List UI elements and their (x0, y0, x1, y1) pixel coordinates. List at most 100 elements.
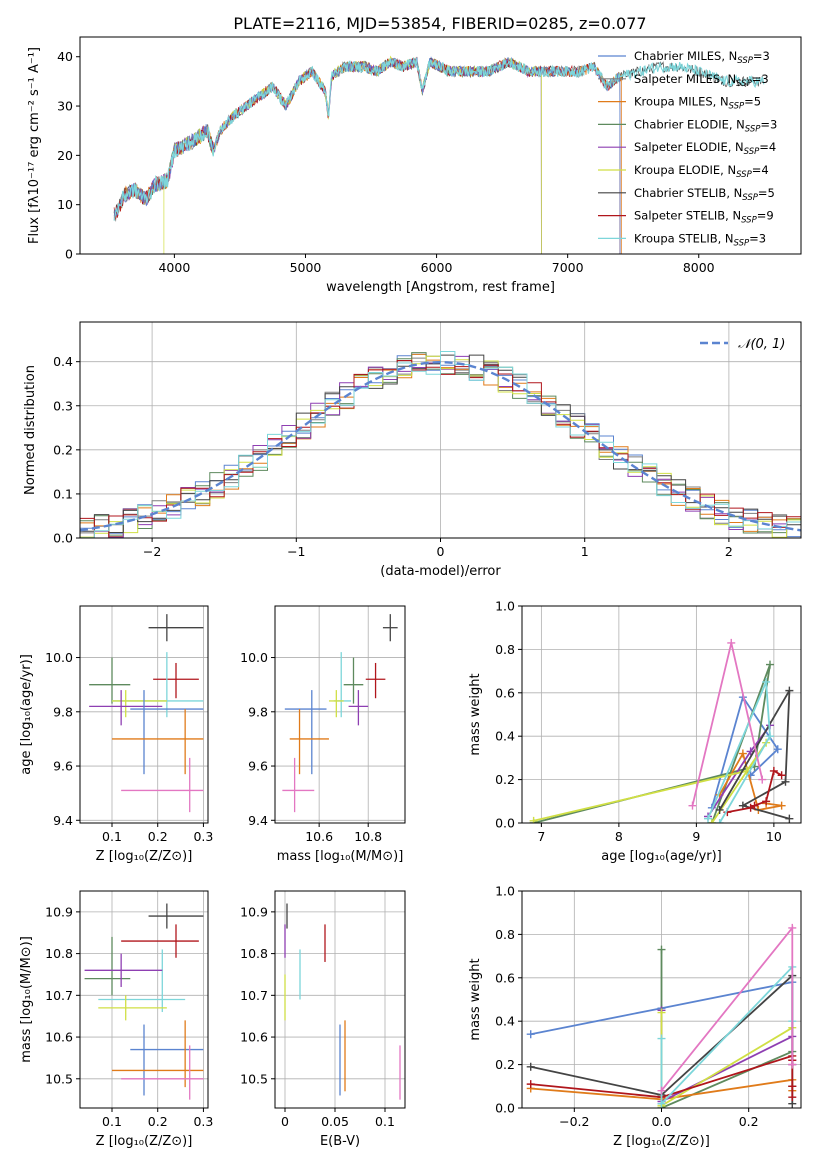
weight-marker (707, 819, 716, 823)
axes-residuals: −2 −1 0 1 2 0.0 0.1 0.2 0.3 0.4 (data-model)/error… (23, 321, 802, 579)
y-tick-label: 0.2 (495, 1057, 515, 1072)
x-tick-label: 8000 (683, 260, 715, 275)
weight-marker (762, 797, 771, 806)
x-tick-label: 0.2 (739, 1114, 759, 1129)
axes-frame (79, 36, 802, 255)
errorbars (84, 903, 204, 1100)
weight-marker (704, 814, 712, 823)
spectrum-lines (113, 55, 765, 254)
y-axis-label: mass weight (468, 673, 483, 755)
y-axis-label: mass [log₁₀(M/M⊙)] (19, 936, 34, 1063)
spectrum-series-line (163, 55, 542, 254)
y-tick-label: 0.8 (495, 642, 515, 657)
y-tick-label: 10.8 (240, 946, 268, 961)
y-tick-label: 9.6 (248, 759, 268, 774)
legend-label: Salpeter ELODIE, NSSP=4 (634, 140, 776, 157)
weight-marker (762, 677, 771, 686)
y-tick-label: 10.0 (240, 650, 268, 665)
y-tick-label: 0.6 (495, 685, 515, 700)
x-tick-label: 0.3 (193, 1114, 213, 1129)
weight-marker (738, 801, 747, 810)
spectrum-series-line (113, 57, 765, 221)
weight-marker (529, 816, 538, 823)
y-tick-label: 10.5 (45, 1071, 73, 1086)
weight-marker (738, 749, 747, 758)
x-axis-label: wavelength [Angstrom, rest frame] (326, 280, 555, 295)
y-tick-label: 0.0 (495, 816, 515, 831)
weight-marker (727, 638, 736, 647)
weight-marker (715, 819, 724, 823)
spectrum-series-line (113, 56, 621, 254)
weight-marker (766, 660, 774, 669)
x-tick-label: 1 (581, 544, 589, 559)
x-axis-label: Z [log₁₀(Z/Z⊙)] (96, 1134, 193, 1149)
y-tick-label: 0.6 (495, 970, 515, 985)
y-tick-label: 0.1 (53, 486, 73, 501)
axes-frame (274, 890, 406, 1109)
y-tick-label: 9.4 (248, 813, 268, 828)
weight-marker (715, 805, 724, 814)
weight-series-line (707, 681, 771, 823)
y-axis-label: mass weight (468, 958, 483, 1040)
spectrum-series-line (113, 57, 621, 254)
x-tick-label: −1 (287, 544, 305, 559)
weight-marker (657, 1008, 666, 1017)
y-tick-label: 30 (57, 99, 73, 114)
weight-marker (657, 1034, 666, 1043)
axes-frame (274, 605, 406, 824)
spectrum-series-line (113, 57, 622, 254)
weight-series-line (660, 1010, 794, 1103)
x-tick-label: 10.6 (305, 829, 333, 844)
y-tick-label: 10 (57, 197, 73, 212)
x-axis-label: Z [log₁₀(Z/Z⊙)] (96, 849, 193, 864)
y-tick-label: 10.6 (45, 1030, 73, 1045)
x-tick-label: 0.1 (102, 829, 122, 844)
y-tick-label: 0.0 (495, 1101, 515, 1116)
x-tick-label: 0.2 (148, 829, 168, 844)
y-tick-label: 0.2 (53, 442, 73, 457)
legend-label: Chabrier STELIB, NSSP=5 (634, 186, 775, 203)
weight-marker (657, 945, 666, 954)
errorbars (284, 903, 401, 1100)
legend-label: Kroupa STELIB, NSSP=3 (634, 231, 766, 248)
x-tick-label: 2 (725, 544, 733, 559)
weight-marker (785, 814, 794, 823)
spectrum-series-line (113, 57, 542, 254)
x-tick-label: 0.0 (652, 1114, 672, 1129)
legend-label: Kroupa ELODIE, NSSP=4 (634, 163, 769, 180)
y-axis-label: age [log₁₀(age/yr)] (19, 654, 34, 775)
weight-lines (529, 638, 794, 823)
x-tick-label: 7 (537, 829, 545, 844)
y-tick-label: 0.3 (53, 398, 73, 413)
y-tick-label: 0.8 (495, 927, 515, 942)
y-tick-label: 0.0 (53, 531, 73, 546)
weight-series-line (727, 769, 783, 813)
weight-marker (788, 1093, 797, 1102)
axes-spectrum: 4000 5000 6000 7000 8000 0 10 20 30 40 wavelength … (27, 36, 802, 295)
y-tick-label: 20 (57, 148, 73, 163)
gaussian-model-curve (80, 360, 801, 532)
legend-label: Salpeter STELIB, NSSP=9 (634, 209, 774, 226)
legend-label: Salpeter MILES, NSSP=3 (634, 72, 769, 89)
weight-marker (788, 1082, 797, 1091)
weight-marker (777, 771, 786, 780)
axes-mass_vs_Z: 0.1 0.2 0.3 10.5 10.6 10.7 10.8 10.9 Z [log₁₀(Z/… (19, 890, 213, 1149)
y-tick-label: 10.0 (45, 650, 73, 665)
y-tick-label: 1.0 (495, 599, 515, 614)
axes-age_vs_Z: 0.1 0.2 0.3 9.4 9.6 9.8 10.0 Z [log₁₀(Z/Z⊙)] age… (19, 605, 213, 864)
legend-label: 𝒩(0, 1) (738, 337, 785, 352)
spectrum-series-line (113, 57, 542, 254)
weight-lines (526, 923, 797, 1108)
y-tick-label: 10.7 (240, 988, 268, 1003)
weight-marker (785, 686, 794, 695)
axes-frame (79, 890, 209, 1109)
weight-marker (750, 801, 759, 810)
x-tick-label: 9 (692, 829, 700, 844)
y-tick-label: 9.4 (53, 813, 73, 828)
weight-marker (657, 1099, 666, 1108)
x-tick-label: 10 (766, 829, 782, 844)
weight-marker (526, 1080, 535, 1089)
errorbars (282, 614, 398, 813)
weight-marker (788, 923, 797, 932)
y-tick-label: 40 (57, 49, 73, 64)
